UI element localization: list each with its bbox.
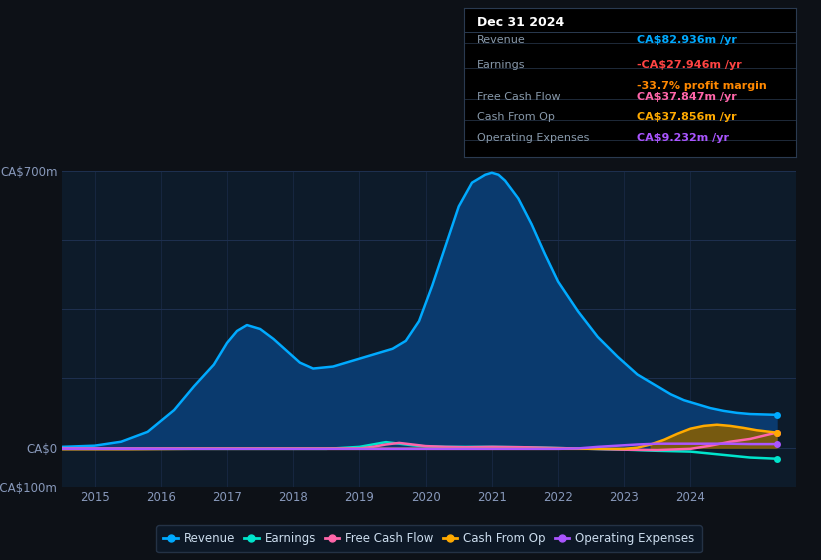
Text: -CA$27.946m /yr: -CA$27.946m /yr <box>637 60 741 71</box>
Text: CA$82.936m /yr: CA$82.936m /yr <box>637 35 736 45</box>
Text: Cash From Op: Cash From Op <box>477 112 555 122</box>
Text: Free Cash Flow: Free Cash Flow <box>477 91 561 101</box>
Text: CA$37.856m /yr: CA$37.856m /yr <box>637 112 736 122</box>
Text: Revenue: Revenue <box>477 35 526 45</box>
Text: CA$37.847m /yr: CA$37.847m /yr <box>637 91 736 101</box>
Text: CA$9.232m /yr: CA$9.232m /yr <box>637 133 729 143</box>
Text: -33.7% profit margin: -33.7% profit margin <box>637 81 767 91</box>
Text: Dec 31 2024: Dec 31 2024 <box>477 16 564 29</box>
Legend: Revenue, Earnings, Free Cash Flow, Cash From Op, Operating Expenses: Revenue, Earnings, Free Cash Flow, Cash … <box>156 525 702 553</box>
Text: Operating Expenses: Operating Expenses <box>477 133 589 143</box>
Text: Earnings: Earnings <box>477 60 525 71</box>
